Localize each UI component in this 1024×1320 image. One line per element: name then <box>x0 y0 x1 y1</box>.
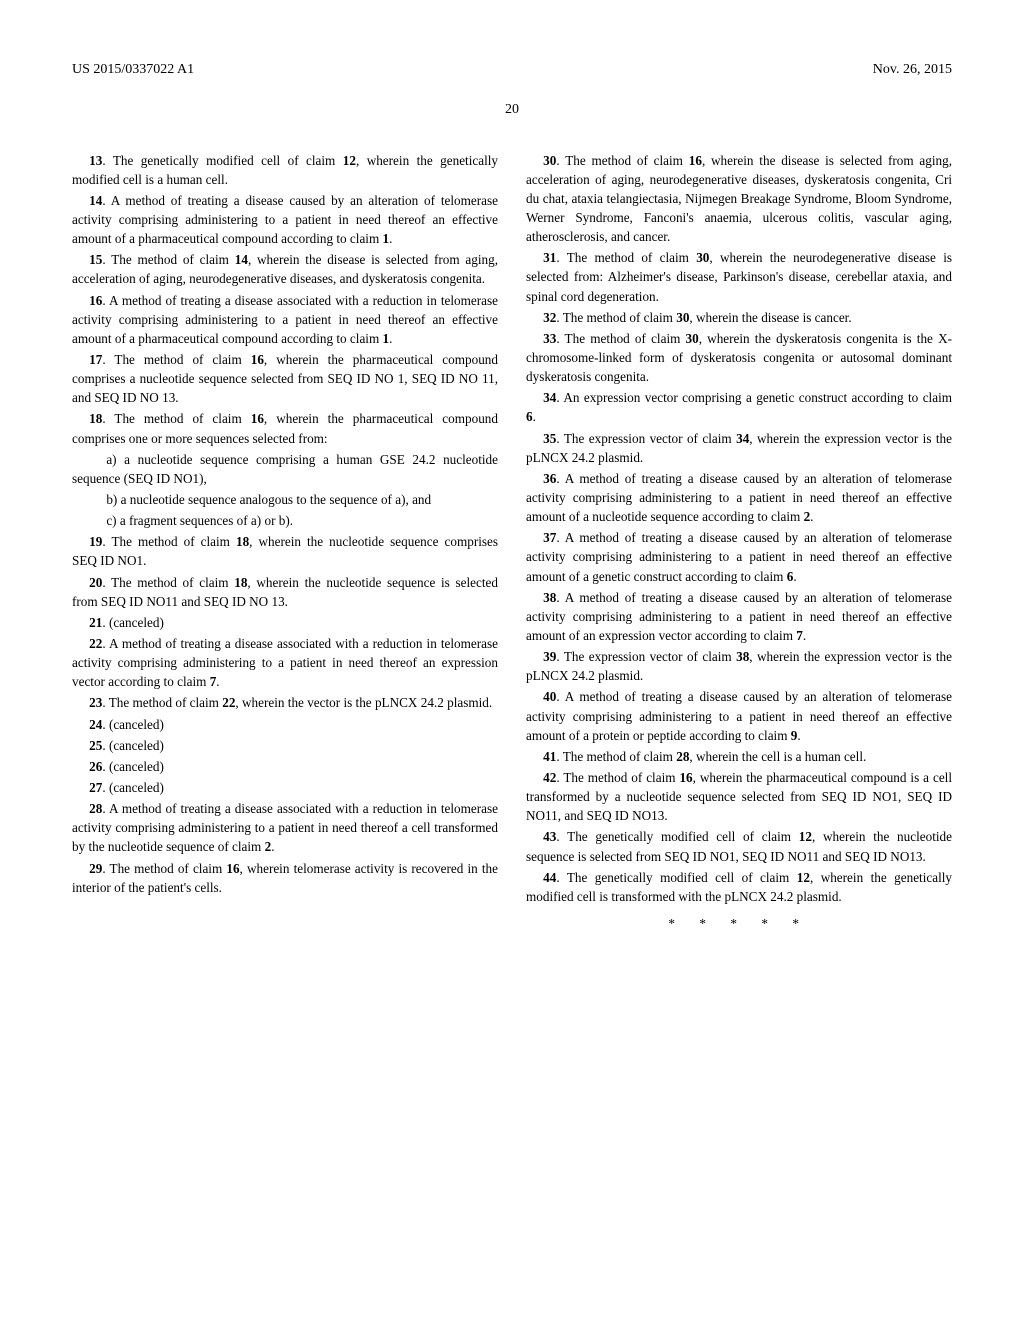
claim-36: 36. A method of treating a disease cause… <box>526 469 952 526</box>
claim-41: 41. The method of claim 28, wherein the … <box>526 747 952 766</box>
claim-33: 33. The method of claim 30, wherein the … <box>526 329 952 386</box>
claim-18-b: b) a nucleotide sequence analogous to th… <box>72 490 498 509</box>
claim-19: 19. The method of claim 18, wherein the … <box>72 532 498 570</box>
claim-13: 13. The genetically modified cell of cla… <box>72 151 498 189</box>
claim-30: 30. The method of claim 16, wherein the … <box>526 151 952 247</box>
claim-18-c: c) a fragment sequences of a) or b). <box>72 511 498 530</box>
claim-21: 21. (canceled) <box>72 613 498 632</box>
claim-37: 37. A method of treating a disease cause… <box>526 528 952 585</box>
claim-26: 26. (canceled) <box>72 757 498 776</box>
claim-38: 38. A method of treating a disease cause… <box>526 588 952 645</box>
claim-15: 15. The method of claim 14, wherein the … <box>72 250 498 288</box>
claim-18-a: a) a nucleotide sequence comprising a hu… <box>72 450 498 488</box>
claim-22: 22. A method of treating a disease assoc… <box>72 634 498 691</box>
patent-number: US 2015/0337022 A1 <box>72 60 194 80</box>
claim-28: 28. A method of treating a disease assoc… <box>72 799 498 856</box>
claims-body: 13. The genetically modified cell of cla… <box>72 151 952 933</box>
page-number: 20 <box>72 100 952 120</box>
claim-25: 25. (canceled) <box>72 736 498 755</box>
claim-31: 31. The method of claim 30, wherein the … <box>526 248 952 305</box>
claim-14: 14. A method of treating a disease cause… <box>72 191 498 248</box>
claim-42: 42. The method of claim 16, wherein the … <box>526 768 952 825</box>
claim-32: 32. The method of claim 30, wherein the … <box>526 308 952 327</box>
claim-39: 39. The expression vector of claim 38, w… <box>526 647 952 685</box>
claim-20: 20. The method of claim 18, wherein the … <box>72 573 498 611</box>
page-header: US 2015/0337022 A1 Nov. 26, 2015 <box>72 60 952 80</box>
claim-17: 17. The method of claim 16, wherein the … <box>72 350 498 407</box>
publication-date: Nov. 26, 2015 <box>873 60 952 80</box>
end-marker: * * * * * <box>526 914 952 933</box>
claim-34: 34. An expression vector comprising a ge… <box>526 388 952 426</box>
claim-40: 40. A method of treating a disease cause… <box>526 687 952 744</box>
claim-44: 44. The genetically modified cell of cla… <box>526 868 952 906</box>
claim-43: 43. The genetically modified cell of cla… <box>526 827 952 865</box>
claim-24: 24. (canceled) <box>72 715 498 734</box>
claim-35: 35. The expression vector of claim 34, w… <box>526 429 952 467</box>
claim-27: 27. (canceled) <box>72 778 498 797</box>
claim-23: 23. The method of claim 22, wherein the … <box>72 693 498 712</box>
claim-29: 29. The method of claim 16, wherein telo… <box>72 859 498 897</box>
claim-18: 18. The method of claim 16, wherein the … <box>72 409 498 447</box>
claim-16: 16. A method of treating a disease assoc… <box>72 291 498 348</box>
